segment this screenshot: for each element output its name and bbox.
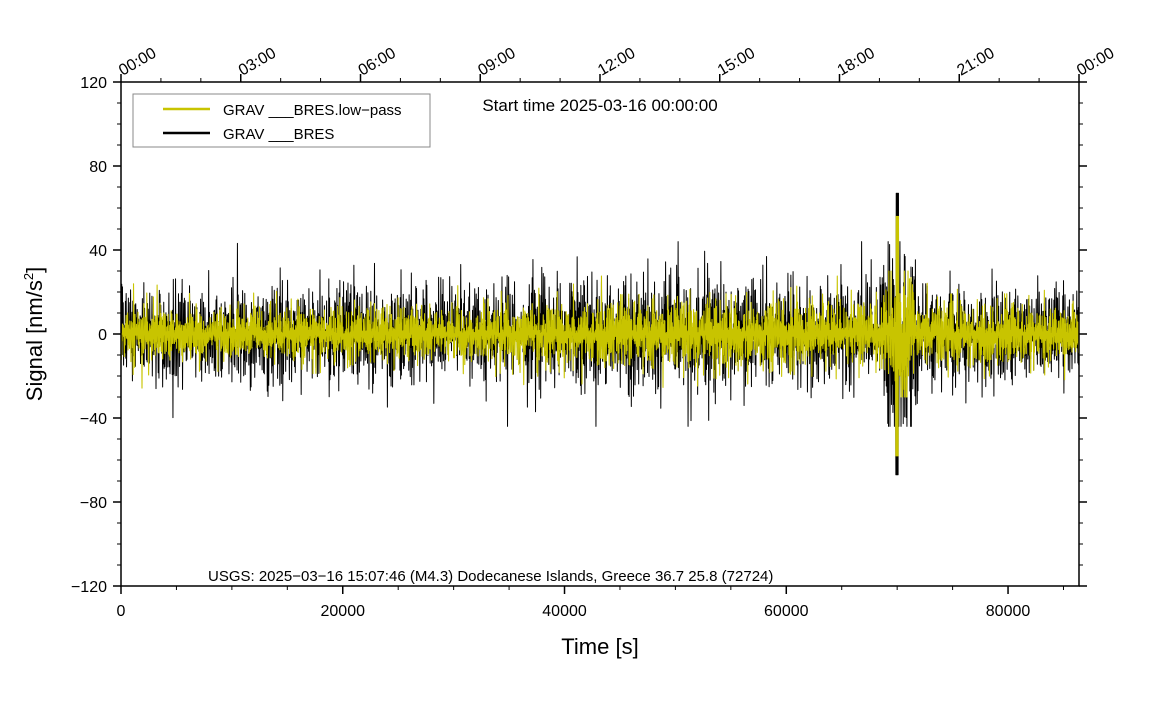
- legend-box: [132, 93, 431, 148]
- top-axis-label: 21:00: [954, 45, 997, 80]
- y-axis-title-sup: 2: [21, 273, 36, 280]
- y-tick-label: 40: [89, 243, 107, 260]
- legend: GRAV ___BRES.low−pass GRAV ___BRES: [132, 93, 431, 148]
- x-tick-label: 40000: [542, 603, 587, 620]
- y-tick-label: 80: [89, 159, 107, 176]
- y-axis-title-main: Signal [nm/s: [22, 280, 47, 401]
- top-axis-label: 15:00: [715, 45, 758, 80]
- y-axis-title: Signal [nm/s2]: [21, 267, 47, 401]
- x-tick-label: 0: [117, 603, 126, 620]
- top-axis-label: 00:00: [1074, 45, 1117, 80]
- top-axis-label: 06:00: [356, 45, 399, 80]
- x-tick-label: 20000: [321, 603, 366, 620]
- top-axis-label: 12:00: [595, 45, 638, 80]
- top-axis-label: 18:00: [835, 45, 878, 80]
- y-tick-label: −120: [71, 579, 107, 596]
- x-tick-label: 80000: [986, 603, 1031, 620]
- x-tick-label: 60000: [764, 603, 809, 620]
- y-tick-label: 0: [98, 327, 107, 344]
- y-axis-title-tail: ]: [22, 267, 47, 273]
- start-time-label: Start time 2025-03-16 00:00:00: [482, 96, 717, 115]
- tick-layer: [113, 74, 1087, 594]
- y-tick-label: 120: [80, 75, 107, 92]
- trace-layer: [121, 192, 1079, 476]
- top-axis-label: 00:00: [116, 45, 159, 80]
- legend-label-lowpass: GRAV ___BRES.low−pass: [223, 102, 402, 119]
- top-axis-label: 09:00: [475, 45, 518, 80]
- x-axis-title: Time [s]: [561, 634, 638, 659]
- top-axis-label: 03:00: [236, 45, 279, 80]
- event-annotation: USGS: 2025−03−16 15:07:46 (M4.3) Dodecan…: [208, 568, 773, 585]
- y-tick-label: −40: [80, 411, 107, 428]
- y-tick-label: −80: [80, 495, 107, 512]
- legend-label-raw: GRAV ___BRES: [223, 126, 334, 143]
